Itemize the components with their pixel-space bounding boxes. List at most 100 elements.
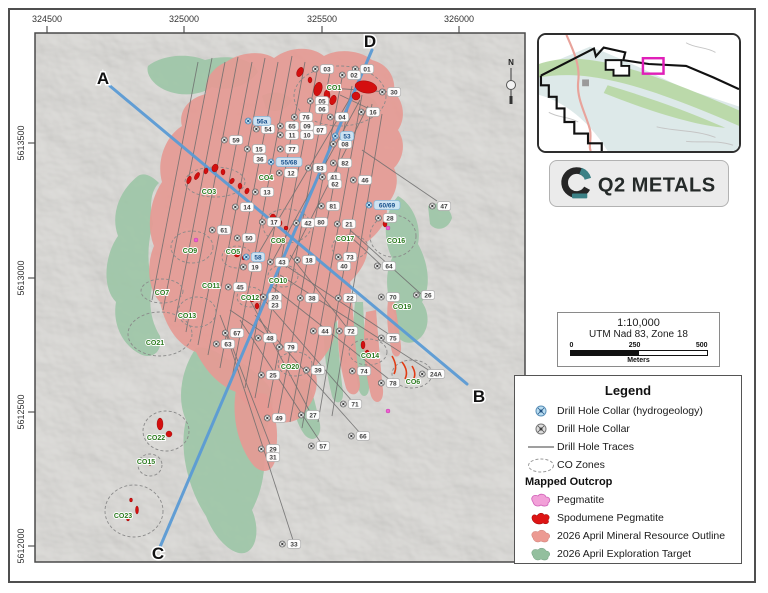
svg-text:75: 75 — [389, 335, 397, 342]
drill-hole-48: 48 — [254, 333, 278, 343]
svg-text:39: 39 — [314, 367, 322, 374]
drill-hole-44: 44 — [309, 326, 333, 336]
svg-text:63: 63 — [224, 341, 232, 348]
legend-item-traces: Drill Hole Traces — [525, 438, 731, 456]
svg-text:82: 82 — [341, 160, 349, 167]
legend-item-collar: Drill Hole Collar — [525, 420, 731, 438]
section-label-D: D — [364, 32, 376, 51]
legend-panel: Legend Drill Hole Collar (hydrogeology) … — [514, 375, 742, 564]
svg-text:21: 21 — [345, 221, 353, 228]
svg-text:23: 23 — [271, 302, 279, 309]
svg-text:02: 02 — [350, 72, 358, 79]
inset-greenstone-band — [603, 85, 726, 128]
svg-text:49: 49 — [275, 415, 283, 422]
svg-text:N: N — [508, 58, 514, 67]
drill-hole-53: 53 — [331, 131, 355, 141]
drill-hole-traces-icon — [525, 440, 557, 454]
svg-text:44: 44 — [321, 328, 329, 335]
map-scale-ratio: 1:10,000 — [617, 317, 660, 329]
svg-text:15: 15 — [255, 146, 263, 153]
drill-hole-24A: 24A — [418, 369, 446, 379]
axis-tick-left-5613500: 5613500 — [16, 125, 26, 160]
drill-hole-64: 64 — [373, 261, 397, 271]
scalebar-bar — [569, 350, 708, 356]
svg-text:57: 57 — [319, 443, 327, 450]
legend-item-label: Spodumene Pegmatite — [557, 512, 664, 524]
drill-hole-08: 08 — [329, 139, 353, 149]
legend-item-pegmatite: Pegmatite — [525, 491, 731, 509]
legend-item-label: Drill Hole Traces — [557, 441, 635, 453]
scalebar-tick-250: 250 — [628, 342, 641, 349]
drill-hole-20: 20 — [259, 292, 283, 302]
drill-hole-05: 05 — [306, 96, 330, 106]
drill-hole-62: 62 — [327, 179, 343, 189]
co-zone-label-CO17: CO17 — [336, 236, 354, 243]
legend-item-co-zones: CO Zones — [525, 456, 731, 474]
resource-outline-icon — [525, 529, 557, 544]
drill-hole-78: 78 — [377, 378, 401, 388]
axis-tick-top-325000: 325000 — [169, 14, 199, 24]
drill-hole-26: 26 — [412, 290, 436, 300]
drill-hole-18: 18 — [293, 255, 317, 265]
legend-item-resource-outline: 2026 April Mineral Resource Outline — [525, 527, 731, 545]
section-label-A: A — [97, 69, 109, 88]
svg-text:67: 67 — [233, 330, 241, 337]
drill-hole-19: 19 — [239, 262, 263, 272]
svg-text:24A: 24A — [430, 371, 442, 378]
svg-text:79: 79 — [287, 344, 295, 351]
scalebar-unit: Meters — [627, 357, 650, 364]
axis-tick-left-5613000: 5613000 — [16, 260, 26, 295]
legend-item-label: Drill Hole Collar (hydrogeology) — [557, 405, 703, 417]
svg-text:07: 07 — [316, 127, 324, 134]
svg-text:47: 47 — [440, 203, 448, 210]
co-zone-label-CO7: CO7 — [155, 290, 170, 297]
inset-project-highlight — [641, 56, 665, 75]
drill-hole-82: 82 — [329, 158, 353, 168]
svg-text:04: 04 — [338, 114, 346, 121]
svg-text:36: 36 — [256, 156, 264, 163]
svg-text:46: 46 — [361, 177, 369, 184]
scalebar-tick-500: 500 — [695, 342, 708, 349]
drill-hole-73: 73 — [334, 252, 358, 262]
legend-item-collar-hydro: Drill Hole Collar (hydrogeology) — [525, 402, 731, 420]
svg-text:48: 48 — [266, 335, 274, 342]
drill-hole-67: 67 — [221, 328, 245, 338]
co-zone-label-CO15: CO15 — [137, 459, 155, 466]
axis-tick-top-325500: 325500 — [307, 14, 337, 24]
svg-text:03: 03 — [323, 66, 331, 73]
drill-hole-74: 74 — [348, 366, 372, 376]
drill-hole-54: 54 — [252, 124, 276, 134]
logo-text: Q2 METALS — [598, 175, 716, 197]
drill-hole-12: 12 — [275, 168, 299, 178]
drill-hole-33: 33 — [278, 539, 302, 549]
drill-hole-38: 38 — [296, 293, 320, 303]
svg-text:58: 58 — [254, 254, 262, 261]
drill-hole-80: 80 — [313, 217, 329, 227]
drill-hole-47: 47 — [428, 201, 452, 211]
svg-text:66: 66 — [359, 433, 367, 440]
drill-hole-36: 36 — [252, 154, 268, 164]
drill-hole-04: 04 — [326, 112, 350, 122]
svg-text:25: 25 — [269, 372, 277, 379]
svg-text:30: 30 — [390, 89, 398, 96]
svg-text:29: 29 — [269, 446, 277, 453]
svg-text:16: 16 — [369, 109, 377, 116]
scale-box: 1:10,000 UTM Nad 83, Zone 18 0 250 500 M… — [557, 312, 720, 367]
svg-text:43: 43 — [278, 259, 286, 266]
drill-hole-81: 81 — [317, 201, 341, 211]
svg-text:65: 65 — [288, 123, 296, 130]
svg-text:41: 41 — [330, 174, 338, 181]
svg-text:55/68: 55/68 — [281, 159, 298, 166]
scalebar-tick-0: 0 — [569, 342, 574, 349]
scalebar: 0 250 500 Meters — [569, 342, 708, 365]
legend-title: Legend — [604, 383, 652, 398]
svg-text:01: 01 — [363, 66, 371, 73]
drill-hole-55-68: 55/68 — [267, 157, 303, 167]
svg-text:10: 10 — [303, 132, 311, 139]
drill-hole-23: 23 — [267, 300, 283, 310]
co-zone-label-CO19: CO19 — [393, 304, 411, 311]
drill-hole-15: 15 — [243, 144, 267, 154]
section-label-B: B — [473, 387, 485, 406]
co-zone-label-CO14: CO14 — [361, 353, 379, 360]
